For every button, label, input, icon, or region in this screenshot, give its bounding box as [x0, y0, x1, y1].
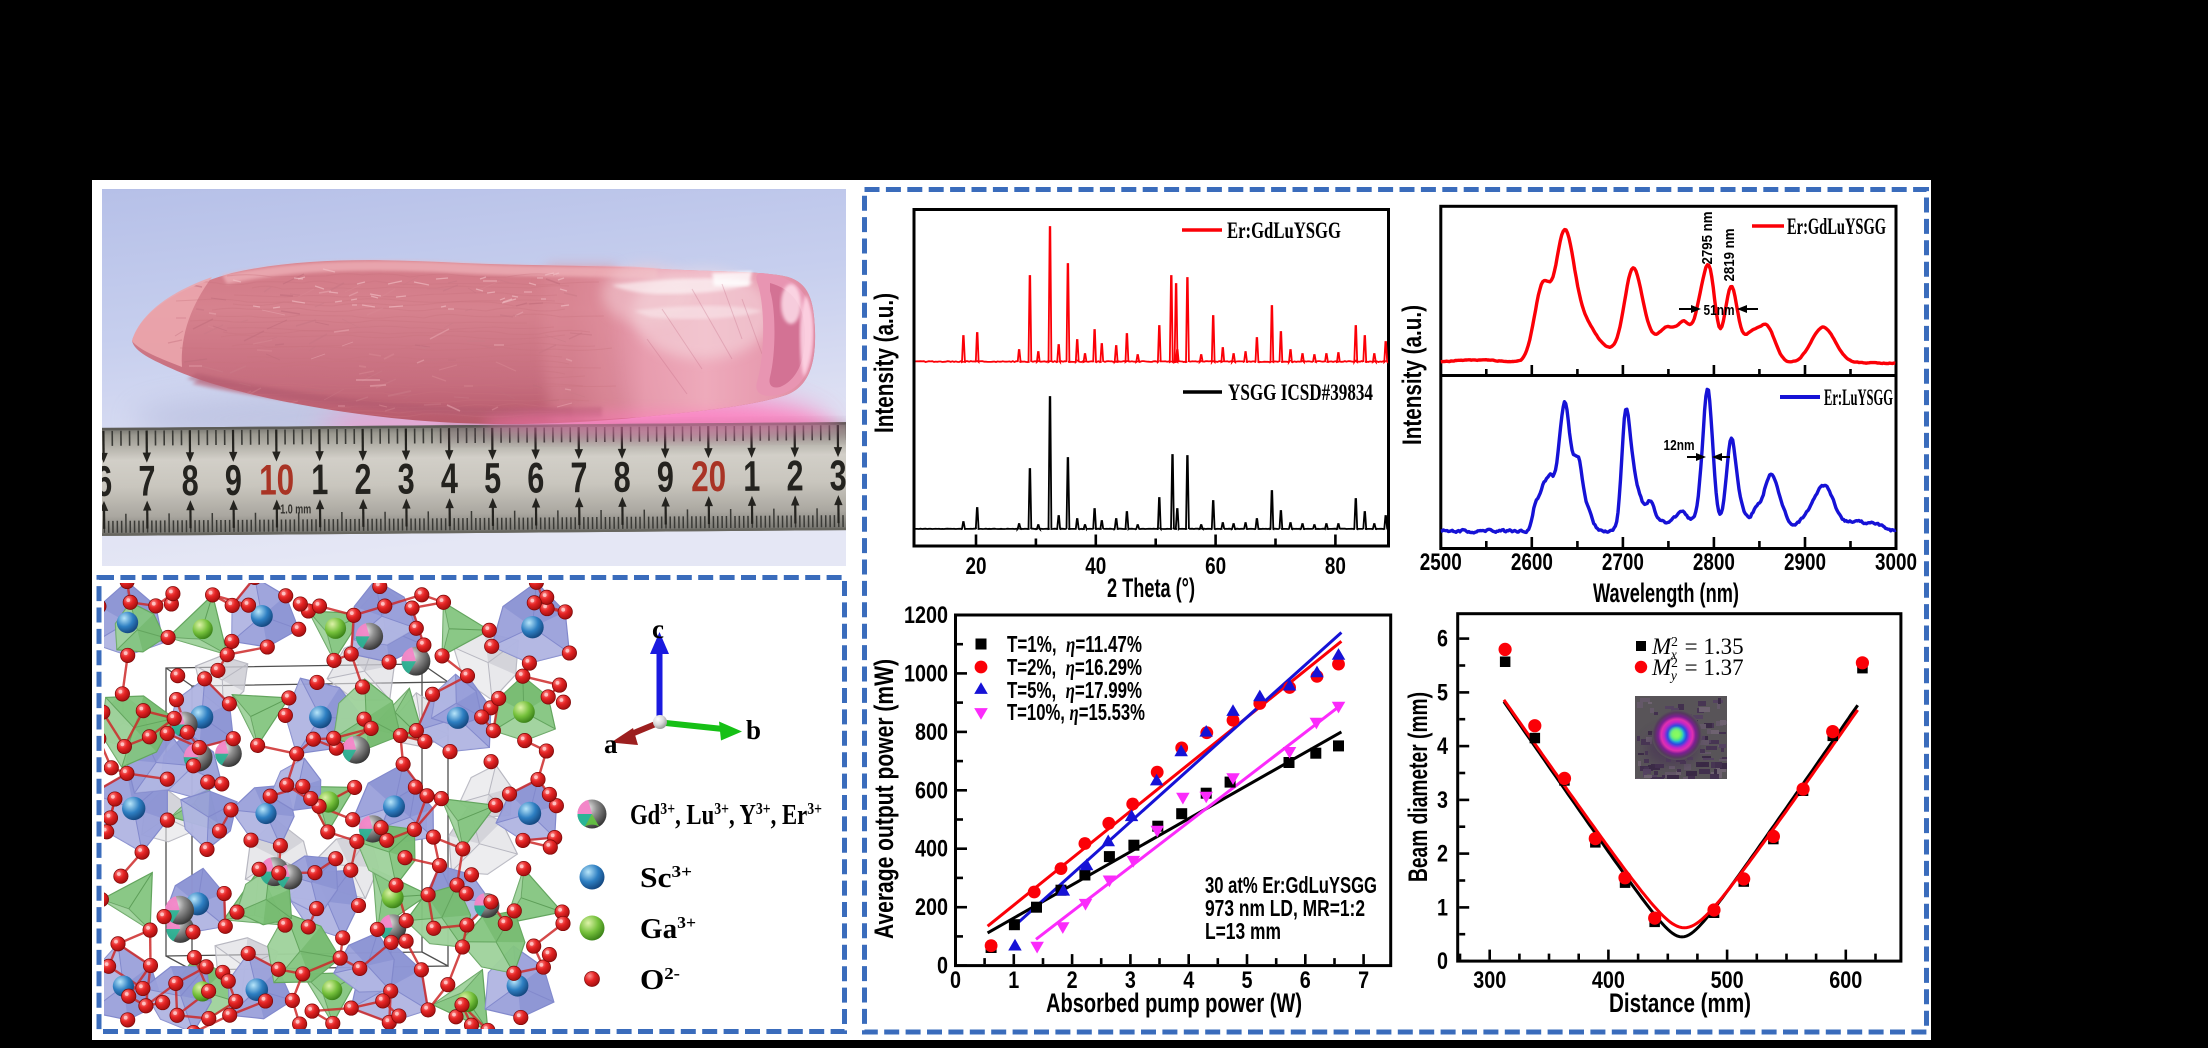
- svg-text:6: 6: [527, 454, 544, 502]
- svg-text:T=1%, η=11.47%: T=1%, η=11.47%: [1007, 631, 1142, 657]
- svg-text:3: 3: [830, 452, 847, 500]
- svg-text:Er:LuYSGG: Er:LuYSGG: [1824, 385, 1893, 410]
- svg-text:60: 60: [1205, 553, 1226, 580]
- svg-text:3: 3: [1125, 967, 1136, 994]
- svg-text:1000: 1000: [904, 660, 948, 687]
- svg-text:1200: 1200: [904, 602, 948, 629]
- svg-text:2819 nm: 2819 nm: [1721, 229, 1738, 282]
- svg-text:1.0 mm: 1.0 mm: [280, 501, 311, 516]
- svg-text:0: 0: [950, 967, 961, 994]
- svg-text:2 Theta (°): 2 Theta (°): [1107, 573, 1195, 603]
- svg-text:M2y = 1.37: M2 y = 1.37: [1651, 655, 1744, 683]
- svg-text:2700: 2700: [1602, 549, 1644, 576]
- svg-text:M2x = 1.35: M2 x = 1.35: [1651, 634, 1744, 662]
- svg-text:2795 nm: 2795 nm: [1699, 212, 1716, 265]
- svg-text:2500: 2500: [1420, 549, 1462, 576]
- svg-text:400: 400: [915, 836, 948, 863]
- svg-text:4: 4: [1183, 967, 1195, 994]
- svg-text:3: 3: [398, 455, 415, 503]
- svg-text:4: 4: [1437, 733, 1449, 760]
- svg-text:300: 300: [1473, 967, 1506, 994]
- svg-text:Average output power (mW): Average output power (mW): [869, 659, 899, 939]
- svg-text:O2-: O 2-: [640, 964, 680, 996]
- svg-text:5: 5: [484, 455, 501, 503]
- svg-text:1: 1: [1008, 967, 1019, 994]
- svg-text:10: 10: [259, 456, 294, 504]
- svg-text:Absorbed pump power (W): Absorbed pump power (W): [1046, 988, 1302, 1018]
- svg-text:80: 80: [1325, 553, 1346, 580]
- svg-text:Er:GdLuYSGG: Er:GdLuYSGG: [1787, 214, 1886, 239]
- svg-text:800: 800: [915, 719, 948, 746]
- svg-text:Intensity (a.u.): Intensity (a.u.): [869, 293, 899, 433]
- svg-text:2900: 2900: [1784, 549, 1826, 576]
- svg-text:Wavelength (nm): Wavelength (nm): [1593, 578, 1739, 608]
- svg-text:0: 0: [937, 953, 948, 980]
- svg-text:Ga3+: Ga3+: [640, 913, 696, 945]
- svg-text:20: 20: [691, 453, 726, 501]
- svg-text:7: 7: [138, 458, 155, 506]
- svg-text:5: 5: [1242, 967, 1253, 994]
- svg-text:Intensity (a.u.): Intensity (a.u.): [1397, 305, 1427, 445]
- svg-text:Distance (mm): Distance (mm): [1609, 988, 1751, 1018]
- svg-text:2600: 2600: [1511, 549, 1553, 576]
- svg-text:Sc3+: Sc 3+: [640, 862, 692, 894]
- svg-text:a: a: [604, 729, 618, 759]
- svg-text:40: 40: [1085, 553, 1106, 580]
- svg-text:2800: 2800: [1693, 549, 1735, 576]
- svg-text:600: 600: [1829, 967, 1862, 994]
- svg-text:4: 4: [441, 455, 458, 503]
- svg-text:9: 9: [657, 453, 674, 501]
- svg-text:Gd3+, Lu3+, Y3+, Er3+: Gd3+, Lu3+, Y3+, Er3+: [630, 799, 822, 831]
- svg-text:200: 200: [915, 894, 948, 921]
- svg-text:0: 0: [1437, 948, 1448, 975]
- svg-text:51nm: 51nm: [1704, 302, 1735, 319]
- svg-text:8: 8: [182, 457, 199, 505]
- svg-text:7: 7: [1358, 967, 1369, 994]
- svg-text:12nm: 12nm: [1664, 437, 1695, 454]
- svg-text:T=5%, η=17.99%: T=5%, η=17.99%: [1007, 677, 1142, 703]
- svg-text:T=2%, η=16.29%: T=2%, η=16.29%: [1007, 654, 1142, 680]
- svg-text:1: 1: [311, 456, 328, 504]
- svg-text:7: 7: [570, 454, 587, 502]
- svg-text:8: 8: [614, 454, 631, 502]
- svg-text:400: 400: [1592, 967, 1625, 994]
- svg-text:20: 20: [966, 553, 987, 580]
- svg-text:T=10%, η=15.53%: T=10%, η=15.53%: [1007, 699, 1145, 725]
- svg-text:Beam diameter (mm): Beam diameter (mm): [1403, 692, 1433, 882]
- svg-text:973 nm LD, MR=1:2: 973 nm LD, MR=1:2: [1205, 895, 1365, 921]
- svg-text:2: 2: [786, 452, 803, 500]
- svg-text:500: 500: [1711, 967, 1744, 994]
- svg-text:6: 6: [1437, 626, 1448, 653]
- svg-text:6: 6: [95, 458, 112, 506]
- svg-text:3000: 3000: [1875, 549, 1917, 576]
- svg-text:L=13 mm: L=13 mm: [1205, 918, 1281, 944]
- svg-text:2: 2: [1437, 841, 1448, 868]
- svg-text:3: 3: [1437, 787, 1448, 814]
- svg-text:2: 2: [1067, 967, 1078, 994]
- svg-text:Er:GdLuYSGG: Er:GdLuYSGG: [1227, 218, 1341, 243]
- svg-text:5: 5: [1437, 679, 1448, 706]
- svg-text:b: b: [746, 715, 761, 745]
- svg-text:2: 2: [354, 456, 371, 504]
- svg-text:9: 9: [225, 457, 242, 505]
- svg-text:1: 1: [743, 453, 760, 501]
- svg-text:1: 1: [1437, 894, 1448, 921]
- svg-text:c: c: [652, 614, 664, 644]
- svg-text:30 at% Er:GdLuYSGG: 30 at% Er:GdLuYSGG: [1205, 872, 1377, 898]
- svg-text:600: 600: [915, 777, 948, 804]
- svg-text:6: 6: [1300, 967, 1311, 994]
- svg-text:YSGG ICSD#39834: YSGG ICSD#39834: [1228, 380, 1373, 405]
